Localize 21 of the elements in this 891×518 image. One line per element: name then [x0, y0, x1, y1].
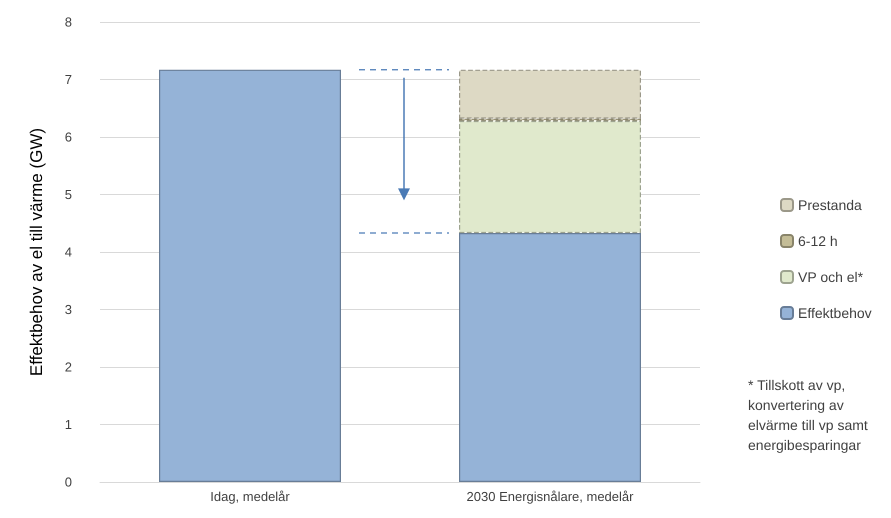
y-axis-title: Effektbehov av el till värme (GW): [27, 128, 46, 376]
x-tick-label: Idag, medelår: [210, 489, 290, 504]
text: * Tillskott av vp, konvertering av elvärme till vp samt energibesparingar: [748, 377, 872, 453]
legend-label: 6-12 h: [798, 233, 838, 249]
legend-label: Prestanda: [798, 197, 862, 213]
bar: [459, 120, 641, 234]
y-tick-label: 2: [64, 360, 72, 374]
y-tick-label: 5: [64, 187, 72, 202]
x-tick-label: 2030 Energisnålare, medelår: [466, 489, 634, 504]
bar: [159, 70, 341, 482]
y-tick-label: 7: [64, 72, 72, 87]
y-tick-label: 0: [64, 474, 72, 490]
legend-label: VP och el*: [798, 269, 864, 285]
bar: [459, 70, 641, 119]
y-tick-label: 4: [64, 244, 72, 260]
y-tick-label: 3: [64, 302, 72, 317]
y-tick-label: 8: [64, 14, 72, 30]
legend-label: Effektbehov: [798, 305, 872, 321]
bar: [459, 233, 641, 482]
y-tick-label: 1: [64, 417, 72, 432]
y-tick-label: 6: [64, 130, 72, 144]
